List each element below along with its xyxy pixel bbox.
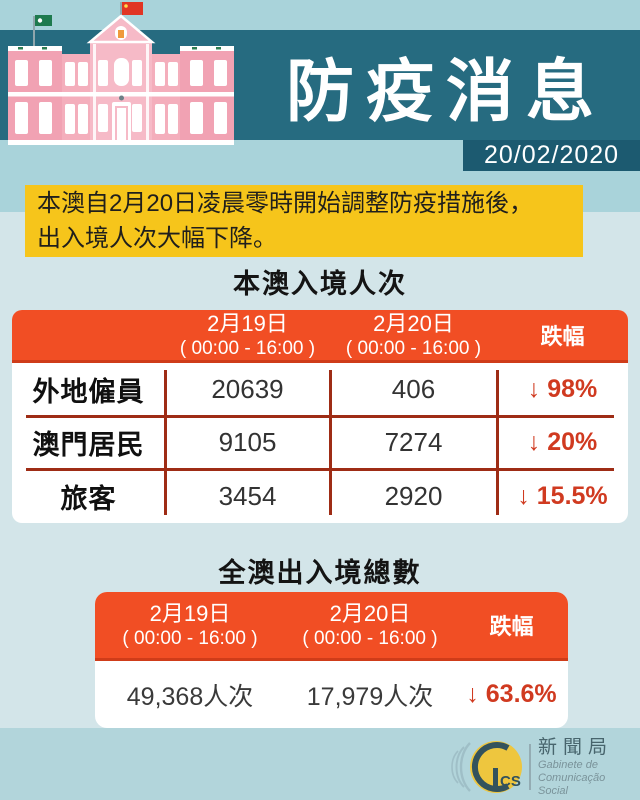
background-footer-band <box>0 728 640 800</box>
logo-divider <box>529 744 531 790</box>
row-label: 旅客 <box>60 483 117 514</box>
total-header-day1-time: ( 00:00 - 16:00 ) <box>122 628 258 649</box>
row-day1-value: 9105 <box>218 427 277 458</box>
table-row: 旅客 3454 2920 ↓ 15.5% <box>12 470 628 523</box>
org-name-pt-line2: Comunicação Social <box>538 771 606 797</box>
date-badge: 20/02/2020 <box>463 140 640 171</box>
total-table-title: 全澳出入境總數 <box>218 558 422 588</box>
org-name-block: 新聞局 Gabinete de Comunicação Social <box>538 737 636 798</box>
row-divider <box>26 415 614 418</box>
column-divider <box>496 370 499 515</box>
total-header-day2: 2月20日 ( 00:00 - 16:00 ) <box>285 592 455 658</box>
entry-header-day1-date: 2月19日 <box>207 311 288 336</box>
total-table-header: 2月19日 ( 00:00 - 16:00 ) 2月20日 ( 00:00 - … <box>95 592 568 661</box>
row-drop-value: ↓ 20% <box>527 428 598 457</box>
entry-header-day2-time: ( 00:00 - 16:00 ) <box>345 338 482 359</box>
row-day2-value: 406 <box>391 374 436 405</box>
entry-header-drop: 跌幅 <box>540 324 585 349</box>
row-day2-value: 2920 <box>384 480 443 511</box>
entry-header-day2-date: 2月20日 <box>373 311 454 336</box>
total-table: 2月19日 ( 00:00 - 16:00 ) 2月20日 ( 00:00 - … <box>95 592 568 728</box>
org-name-pt-line1: Gabinete de <box>538 758 598 771</box>
row-drop-value: ↓ 15.5% <box>517 481 608 510</box>
china-flag-icon <box>122 2 143 15</box>
gcs-logo-icon: CS <box>451 741 522 793</box>
total-header-day2-time: ( 00:00 - 16:00 ) <box>302 628 438 649</box>
entry-table-header: 2月19日 ( 00:00 - 16:00 ) 2月20日 ( 00:00 - … <box>12 310 628 363</box>
row-divider <box>26 468 614 471</box>
poster-title: 防疫消息 <box>285 53 606 130</box>
total-header-day2-date: 2月20日 <box>329 601 411 626</box>
row-day1-value: 20639 <box>211 374 284 405</box>
total-header-day1: 2月19日 ( 00:00 - 16:00 ) <box>95 592 285 658</box>
logo-letters: CS <box>500 773 521 790</box>
org-name-zh: 新聞局 <box>538 736 614 758</box>
notice-line1: 本澳自2月20日凌晨零時開始調整防疫措施後， <box>37 190 534 217</box>
row-day1-value: 3454 <box>218 480 277 511</box>
government-building-illustration <box>8 2 234 145</box>
total-header-drop: 跌幅 <box>489 614 534 639</box>
notice-banner: 本澳自2月20日凌晨零時開始調整防疫措施後， 出入境人次大幅下降。 <box>25 185 583 257</box>
footer: CS 新聞局 Gabinete de Comunicação Social <box>446 737 636 798</box>
row-label: 澳門居民 <box>32 430 145 461</box>
entry-table-body: 外地僱員 20639 406 ↓ 98% 澳門居民 9105 7274 ↓ 20… <box>12 363 628 523</box>
macau-flag-icon <box>35 15 52 26</box>
column-divider <box>329 370 332 515</box>
entry-table-title: 本澳入境人次 <box>233 269 407 299</box>
total-header-day1-date: 2月19日 <box>149 601 231 626</box>
total-day2-value: 17,979人次 <box>306 682 434 711</box>
entry-header-day1: 2月19日 ( 00:00 - 16:00 ) <box>165 310 330 360</box>
table-row: 外地僱員 20639 406 ↓ 98% <box>12 363 628 416</box>
total-day1-value: 49,368人次 <box>126 682 254 711</box>
entry-header-blank <box>12 310 165 360</box>
table-row: 澳門居民 9105 7274 ↓ 20% <box>12 416 628 469</box>
entry-header-day2: 2月20日 ( 00:00 - 16:00 ) <box>330 310 497 360</box>
total-drop-value: ↓ 63.6% <box>466 680 557 708</box>
entry-header-day1-time: ( 00:00 - 16:00 ) <box>179 338 316 359</box>
row-day2-value: 7274 <box>384 427 443 458</box>
entry-table: 2月19日 ( 00:00 - 16:00 ) 2月20日 ( 00:00 - … <box>12 310 628 523</box>
row-label: 外地僱員 <box>32 377 145 408</box>
column-divider <box>164 370 167 515</box>
notice-line2: 出入境人次大幅下降。 <box>37 225 277 252</box>
total-table-body: 49,368人次 17,979人次 ↓ 63.6% <box>95 661 568 728</box>
row-drop-value: ↓ 98% <box>527 375 598 404</box>
